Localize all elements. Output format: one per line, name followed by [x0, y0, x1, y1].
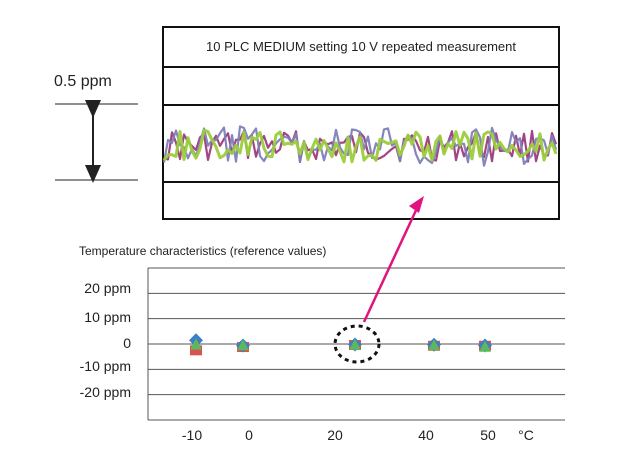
repeated-measurement-panel: 10 PLC MEDIUM setting 10 V repeated meas…	[162, 26, 560, 220]
callout-arrow-head	[409, 196, 424, 213]
x-unit-label: °C	[518, 427, 534, 443]
panel-divider	[164, 66, 558, 68]
y-tick-label: 20 ppm	[84, 280, 131, 296]
data-point-triangle	[349, 338, 361, 350]
noise-traces	[162, 125, 558, 167]
band-lower-line	[164, 181, 558, 183]
x-tick-label: 40	[418, 427, 434, 443]
y-tick-label: -10 ppm	[79, 358, 131, 374]
x-tick-label: -10	[181, 427, 203, 443]
y-tick-label: -20 ppm	[79, 384, 131, 400]
repeated-measurement-title: 10 PLC MEDIUM setting 10 V repeated meas…	[206, 39, 516, 54]
y-tick-label: 10 ppm	[84, 309, 131, 325]
noise-trace	[162, 128, 558, 164]
data-point-square	[190, 345, 202, 356]
annotations	[333, 196, 424, 364]
band-upper-line	[164, 104, 558, 106]
y-tick-label: 0	[123, 335, 131, 351]
temperature-chart-title: Temperature characteristics (reference v…	[79, 244, 327, 258]
scale-label: 0.5 ppm	[54, 73, 112, 90]
data-marks	[189, 333, 492, 356]
x-tick-label: 20	[327, 427, 343, 443]
data-point-triangle	[237, 339, 249, 351]
x-tick-label: 50	[480, 427, 496, 443]
x-tick-label: 0	[245, 427, 253, 443]
callout-arrow-line	[362, 205, 420, 323]
data-point-triangle	[428, 339, 440, 351]
data-point-triangle	[479, 340, 491, 352]
highlight-circle	[333, 324, 381, 364]
data-point-triangle	[190, 338, 202, 350]
